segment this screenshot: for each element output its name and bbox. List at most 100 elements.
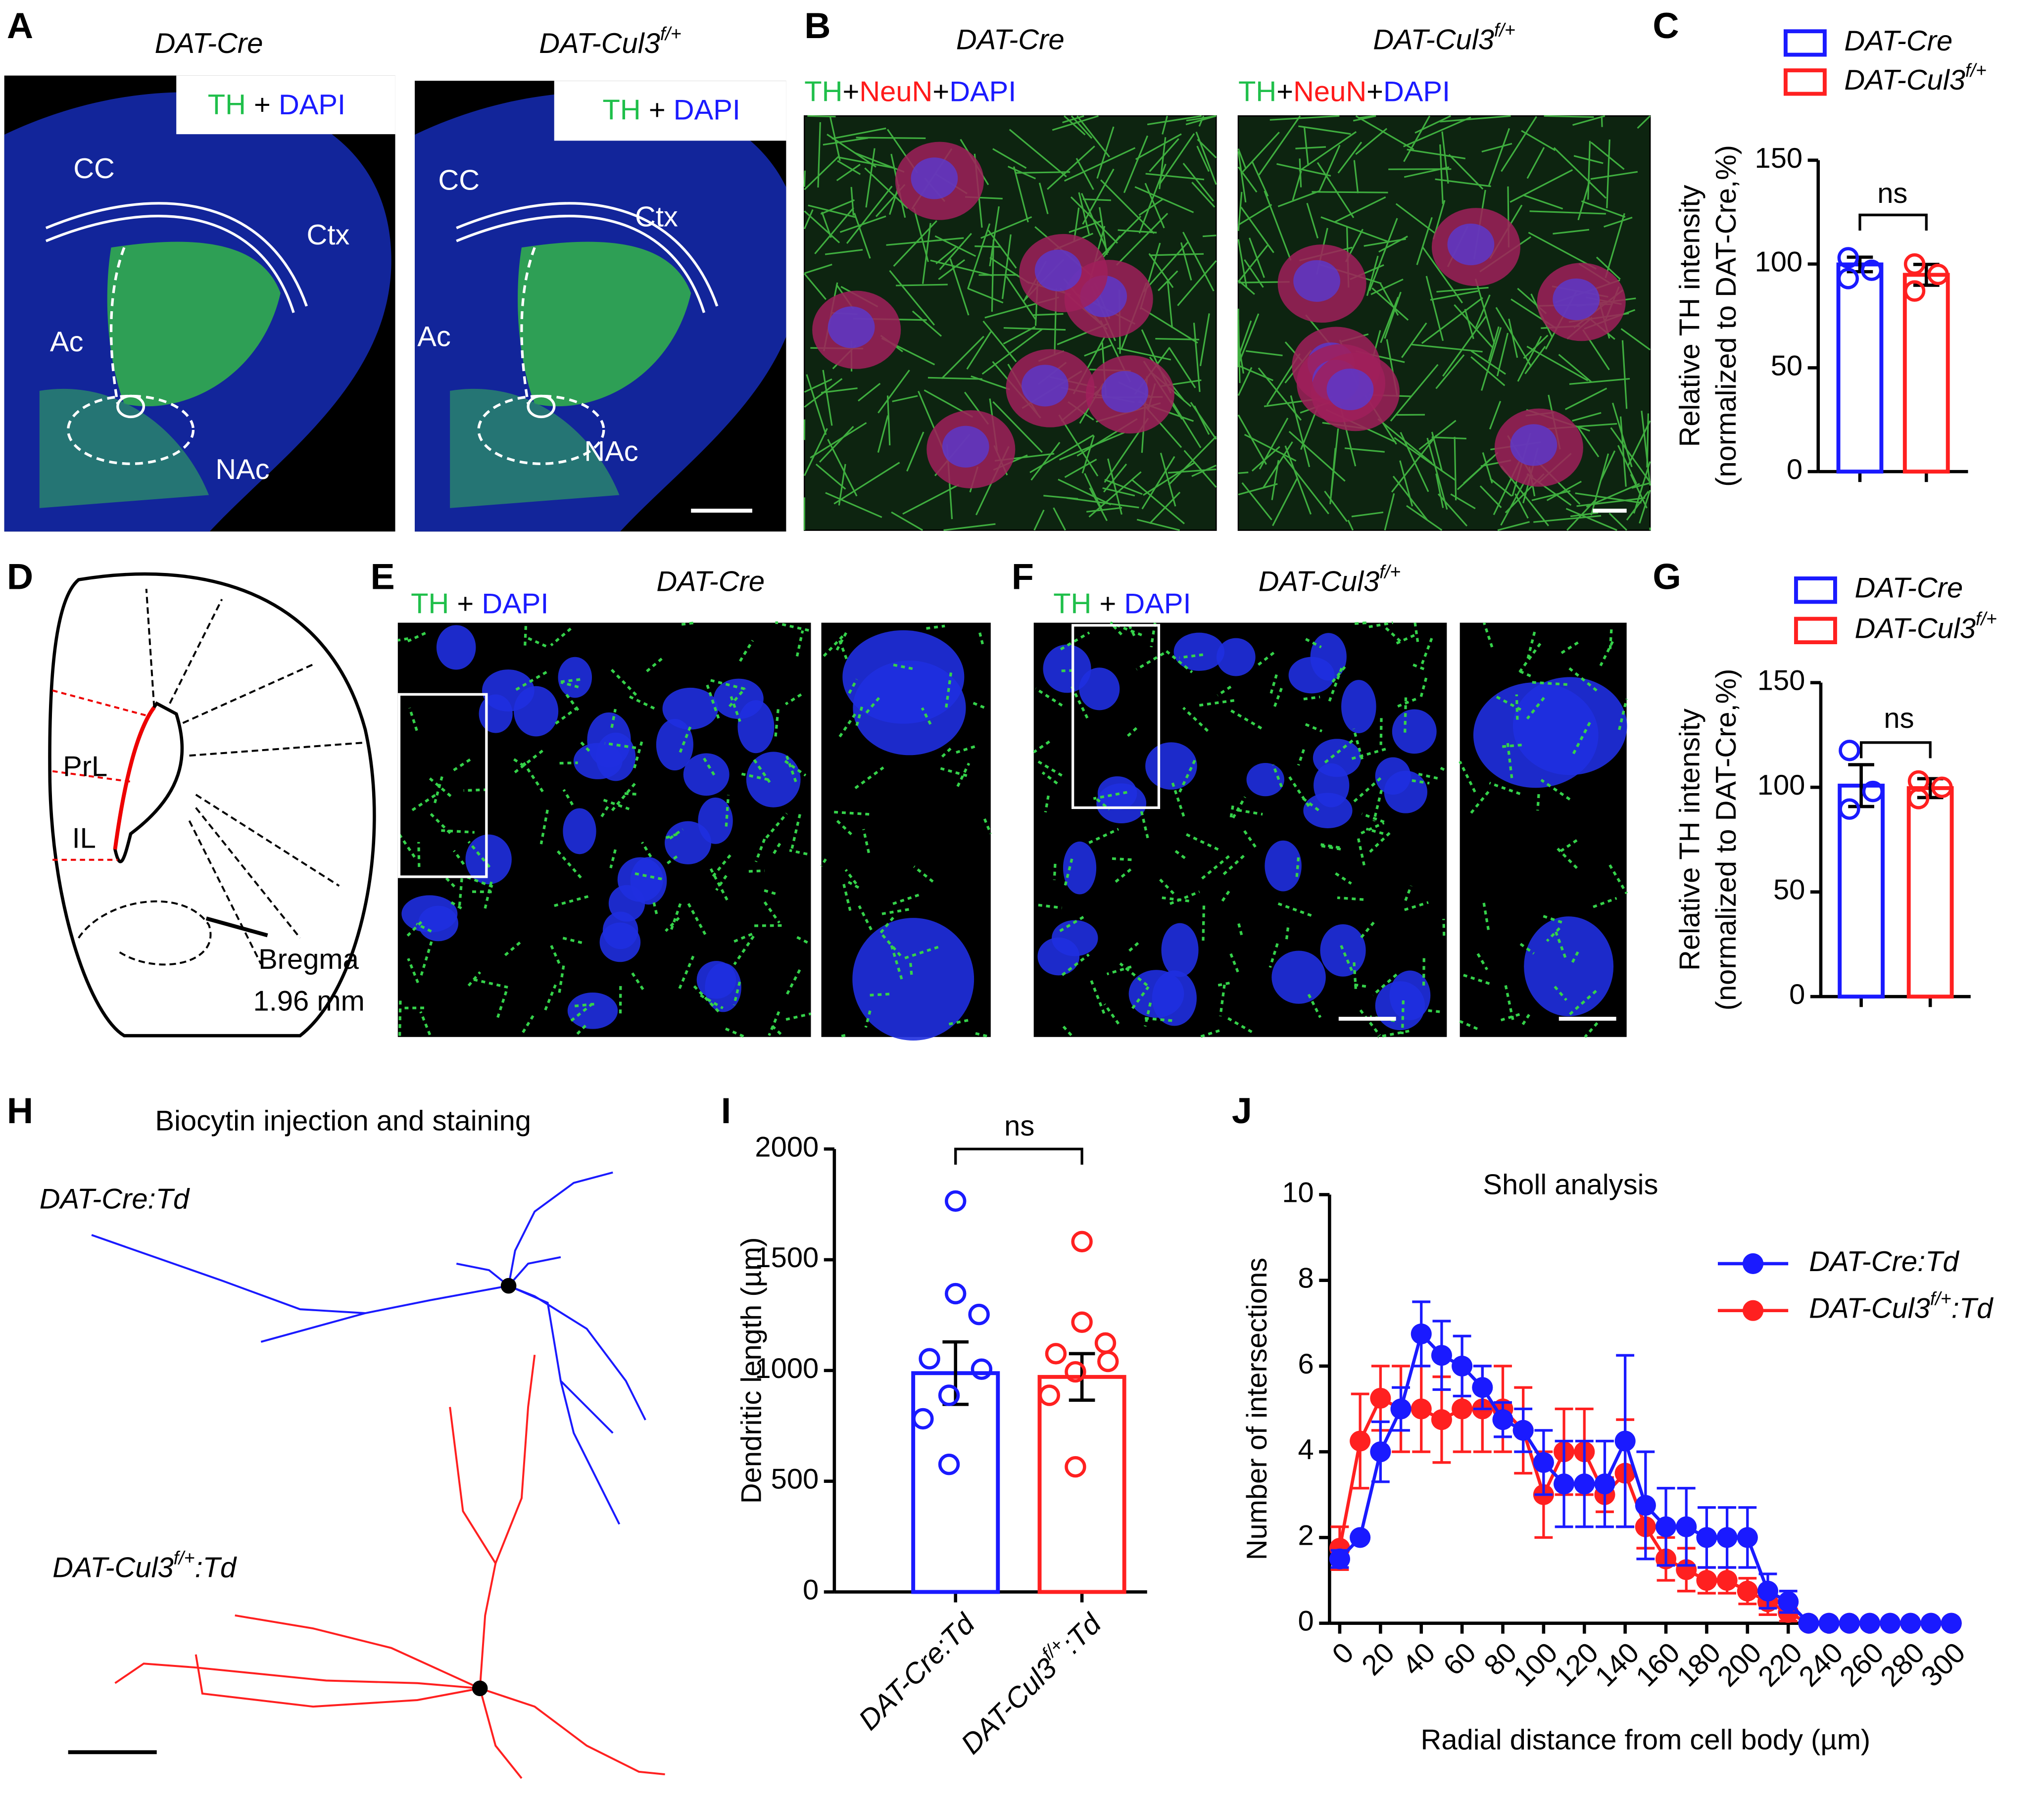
fiber	[1273, 685, 1284, 707]
fiber	[956, 745, 976, 754]
fiber	[1546, 480, 1582, 501]
fiber	[1524, 345, 1546, 375]
corpus-callosum	[45, 215, 295, 313]
region-label: CC	[438, 165, 480, 196]
fiber	[733, 932, 754, 943]
fiber	[1419, 677, 1428, 701]
fiber	[1391, 434, 1437, 493]
neuron-branch	[479, 1688, 523, 1779]
fiber	[1474, 278, 1495, 344]
text-part: D	[7, 556, 33, 597]
fiber	[948, 1018, 973, 1026]
fiber	[670, 900, 683, 930]
fiber	[1517, 335, 1542, 382]
text-part: f/+	[1379, 562, 1401, 582]
fiber	[877, 916, 894, 936]
legend-label: DAT-Cul3f/+	[1854, 608, 1996, 644]
fiber	[1162, 115, 1168, 135]
fiber	[1047, 145, 1095, 190]
fiber	[578, 739, 590, 752]
striatum	[107, 241, 281, 407]
data-point	[1737, 1527, 1758, 1548]
region-outline	[520, 247, 536, 404]
schematic-line	[195, 794, 340, 887]
nucleus	[1217, 638, 1256, 676]
nucleus	[1043, 644, 1091, 693]
data-point	[919, 1348, 940, 1370]
data-point	[1837, 268, 1859, 289]
fiber	[1384, 291, 1402, 339]
fiber	[1190, 402, 1217, 440]
fiber	[1059, 914, 1086, 932]
y-tick-label: 500	[771, 1464, 819, 1495]
fiber	[784, 693, 802, 706]
fiber	[865, 148, 876, 208]
fiber	[971, 701, 985, 709]
stain-part: DAPI	[482, 588, 548, 620]
fiber	[837, 160, 861, 175]
text-part: 50	[1773, 874, 1805, 906]
fiber	[784, 752, 797, 782]
fiber	[1560, 839, 1578, 853]
fiber	[1062, 115, 1084, 124]
fiber	[1586, 483, 1640, 508]
data-point	[1094, 1332, 1117, 1354]
fiber	[992, 401, 1043, 453]
fiber	[1596, 256, 1621, 280]
fiber	[1148, 253, 1174, 288]
y-axis-label: Dendritic length (µm)	[736, 1237, 768, 1504]
stain-part: TH	[208, 89, 246, 121]
fiber	[769, 1023, 782, 1035]
fiber	[1504, 985, 1515, 1022]
bar	[1902, 273, 1950, 474]
fiber	[396, 831, 416, 858]
stain-part: +	[1091, 588, 1124, 620]
fiber	[1029, 434, 1094, 474]
nucleus	[746, 752, 801, 807]
fiber	[764, 889, 779, 896]
fiber	[1064, 115, 1086, 136]
soma	[472, 1680, 488, 1697]
data-point	[1655, 1516, 1677, 1537]
text-part: 20	[1356, 1637, 1401, 1682]
fiber	[1071, 686, 1089, 720]
fiber	[870, 993, 890, 997]
fiber	[831, 127, 886, 140]
fiber	[445, 877, 458, 890]
fiber	[1196, 145, 1210, 172]
nucleus	[1553, 278, 1600, 321]
fiber	[1246, 350, 1283, 356]
fiber	[1168, 347, 1196, 388]
text-part: f/+	[1930, 1288, 1951, 1309]
text-part: 1500	[755, 1242, 819, 1274]
fiber	[1103, 463, 1127, 493]
text-part: 10	[1282, 1177, 1314, 1209]
text-part: B	[804, 5, 830, 46]
stain-label: TH + DAPI	[411, 588, 548, 620]
legend-marker	[1743, 1300, 1764, 1321]
fiber	[1140, 307, 1198, 344]
brain-section	[4, 92, 391, 532]
fiber	[1587, 141, 1591, 200]
fiber	[773, 839, 783, 854]
stain-part: DAPI	[1124, 588, 1191, 620]
fiber	[902, 484, 960, 515]
fiber	[966, 331, 992, 370]
significance-label: ns	[1884, 703, 1914, 734]
data-point	[1860, 259, 1883, 281]
fiber	[1119, 962, 1148, 987]
stain-part: TH	[804, 76, 842, 108]
fiber	[1003, 326, 1036, 345]
text-part: DAT-Cul3	[539, 28, 660, 59]
y-axis-label: Relative TH intensity	[1674, 185, 1706, 447]
nucleus	[1326, 368, 1374, 411]
fiber	[1536, 794, 1540, 811]
text-part: 0	[1789, 979, 1805, 1011]
nucleus	[1510, 424, 1557, 466]
fiber	[909, 959, 913, 975]
fiber	[1093, 791, 1127, 800]
fiber	[611, 783, 636, 811]
fiber	[1001, 234, 1012, 299]
nucleus	[465, 834, 512, 885]
fiber	[804, 378, 832, 393]
